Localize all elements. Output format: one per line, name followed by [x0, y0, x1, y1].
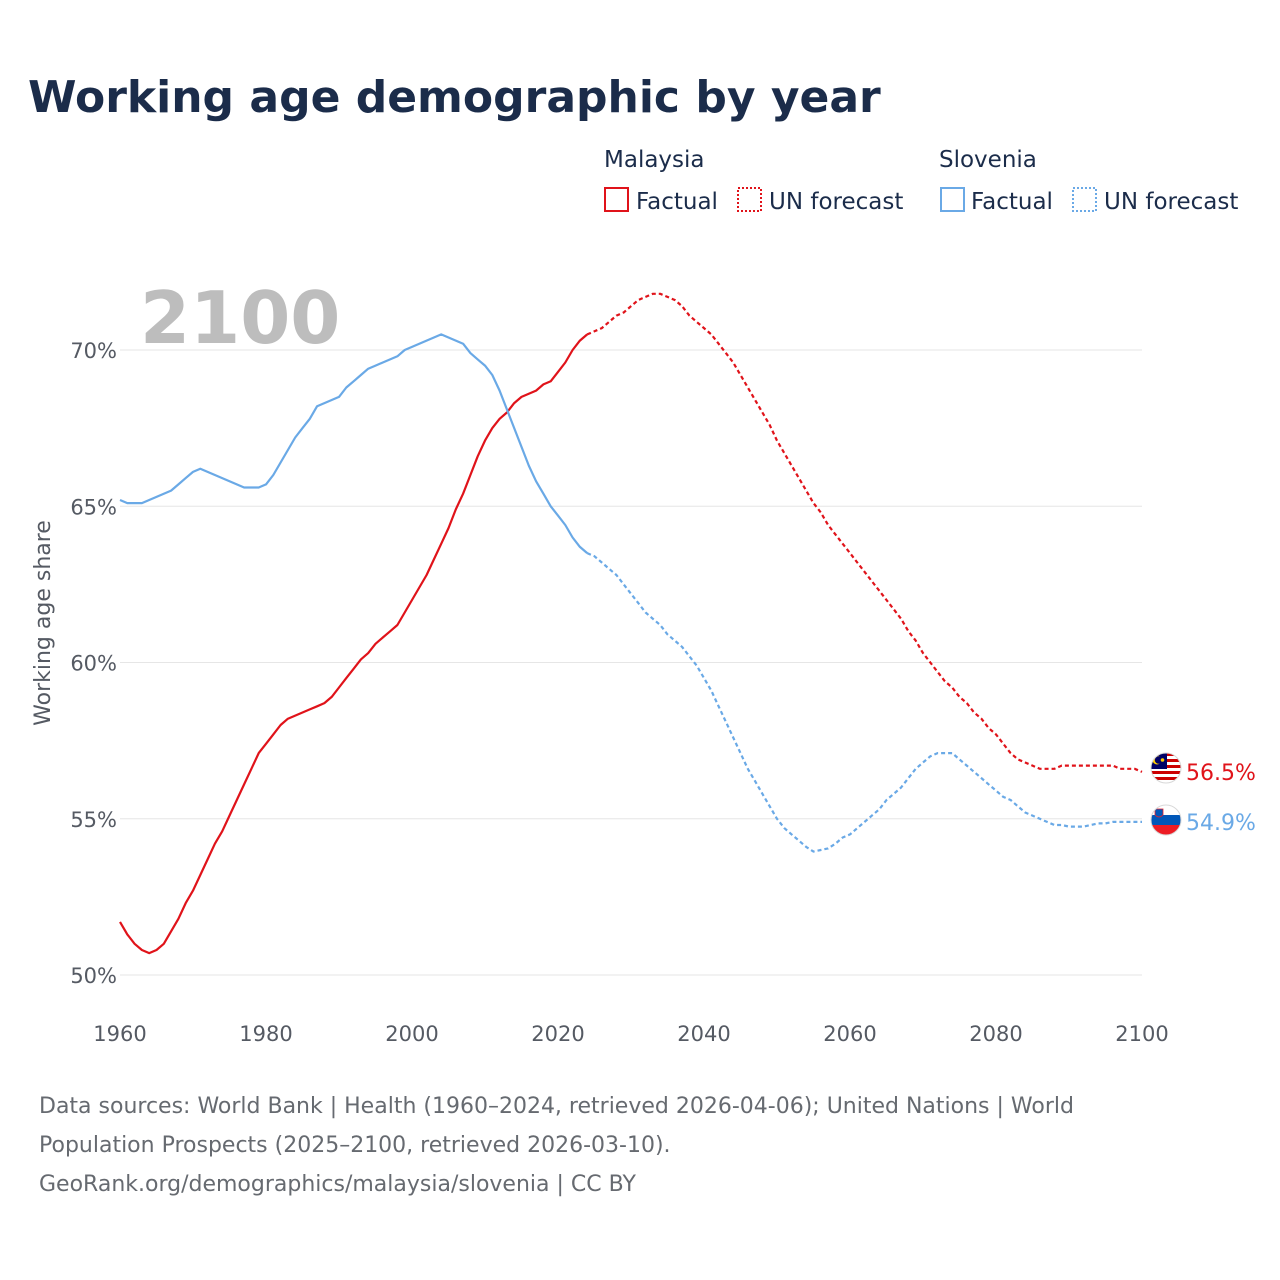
legend-slovenia-factual-swatch[interactable] — [940, 187, 965, 212]
slovenia-end-value-label: 54.9% — [1186, 811, 1256, 836]
slovenia-factual-line[interactable] — [119, 333, 588, 554]
x-tick-label-2020: 2020 — [531, 1022, 584, 1046]
legend-malaysia-forecast-label[interactable]: UN forecast — [769, 189, 903, 215]
gridlines — [120, 349, 1142, 976]
legend-slovenia-forecast-swatch[interactable] — [1072, 187, 1097, 212]
legend-slovenia-factual-label[interactable]: Factual — [971, 189, 1053, 215]
legend-malaysia-forecast-swatch[interactable] — [737, 187, 762, 212]
slovenia-flag-icon — [1150, 804, 1182, 836]
legend-slovenia-forecast-label[interactable]: UN forecast — [1104, 189, 1238, 215]
malaysia-end-value-label: 56.5% — [1186, 761, 1256, 786]
source-line-3[interactable]: GeoRank.org/demographics/malaysia/sloven… — [39, 1172, 636, 1197]
legend: Malaysia Factual UN forecast Slovenia Fa… — [604, 147, 1238, 215]
source-line-2: Population Prospects (2025–2100, retriev… — [39, 1133, 671, 1158]
y-axis-title: Working age share — [31, 520, 56, 726]
slovenia-forecast-line[interactable] — [586, 552, 1142, 853]
x-tick-label-1980: 1980 — [239, 1022, 292, 1046]
y-tick-label-70: 70% — [70, 339, 117, 363]
y-axis-ticks: 50% 55% 60% 65% 70% — [70, 339, 117, 988]
malaysia-factual-line[interactable] — [119, 333, 588, 955]
y-tick-label-50: 50% — [70, 964, 117, 988]
year-indicator: 2100 — [140, 276, 340, 360]
y-tick-label-65: 65% — [70, 495, 117, 519]
legend-malaysia-factual-label[interactable]: Factual — [636, 189, 718, 215]
x-tick-label-2060: 2060 — [823, 1022, 876, 1046]
x-tick-label-2040: 2040 — [677, 1022, 730, 1046]
x-tick-label-1960: 1960 — [93, 1022, 146, 1046]
y-tick-label-60: 60% — [70, 652, 117, 676]
malaysia-forecast-line[interactable] — [586, 292, 1143, 773]
x-tick-label-2080: 2080 — [969, 1022, 1022, 1046]
series-lines — [119, 292, 1143, 955]
legend-group-slovenia-heading: Slovenia — [939, 147, 1037, 173]
x-tick-label-2100: 2100 — [1115, 1022, 1168, 1046]
source-line-1: Data sources: World Bank | Health (1960–… — [39, 1094, 1074, 1119]
malaysia-flag-icon — [1150, 752, 1182, 784]
x-axis-ticks: 1960 1980 2000 2020 2040 2060 2080 2100 — [93, 1022, 1168, 1046]
x-tick-label-2000: 2000 — [385, 1022, 438, 1046]
y-tick-label-55: 55% — [70, 808, 117, 832]
end-labels: 56.5% 54.9% — [1186, 761, 1256, 836]
legend-group-malaysia-heading: Malaysia — [604, 147, 705, 173]
chart-title: Working age demographic by year — [28, 72, 881, 123]
legend-malaysia-factual-swatch[interactable] — [604, 187, 629, 212]
